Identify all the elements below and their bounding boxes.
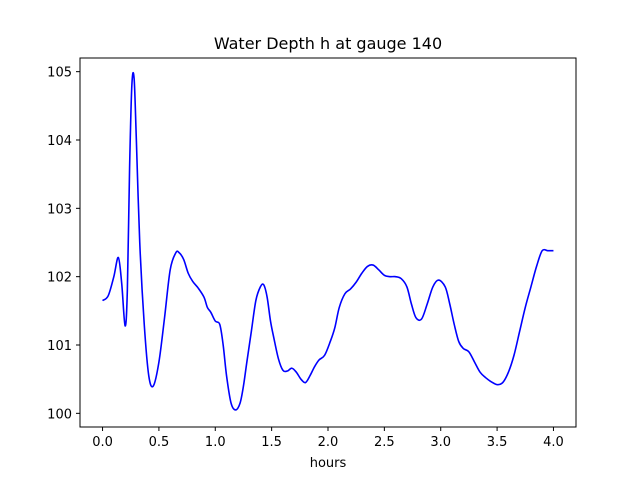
y-tick-label: 103: [47, 202, 72, 217]
x-tick-label: 0.5: [149, 435, 170, 450]
series-layer: [102, 71, 554, 411]
x-tick-label: 0.0: [92, 435, 113, 450]
x-tick-label: 3.5: [487, 435, 508, 450]
x-tick-label: 2.0: [318, 435, 339, 450]
plot-area: [79, 57, 577, 428]
y-tick-label: 100: [47, 407, 72, 422]
y-tick-label: 105: [47, 66, 72, 81]
x-tick-label: 1.5: [261, 435, 282, 450]
x-axis: 0.0 0.5 1.0 1.5 2.0 2.5 3.0 3.5 4.0: [92, 427, 564, 450]
y-tick-label: 102: [47, 271, 72, 286]
x-tick-label: 1.0: [205, 435, 226, 450]
y-tick-label: 101: [47, 339, 72, 354]
x-tick-label: 4.0: [543, 435, 564, 450]
x-tick-label: 2.5: [374, 435, 395, 450]
x-tick-label: 3.0: [430, 435, 451, 450]
series-line: [102, 71, 554, 411]
chart-title: Water Depth h at gauge 140: [214, 34, 442, 53]
y-tick-label: 104: [47, 134, 72, 149]
y-axis: 100 101 102 103 104 105: [47, 66, 80, 422]
x-axis-label: hours: [310, 456, 347, 471]
